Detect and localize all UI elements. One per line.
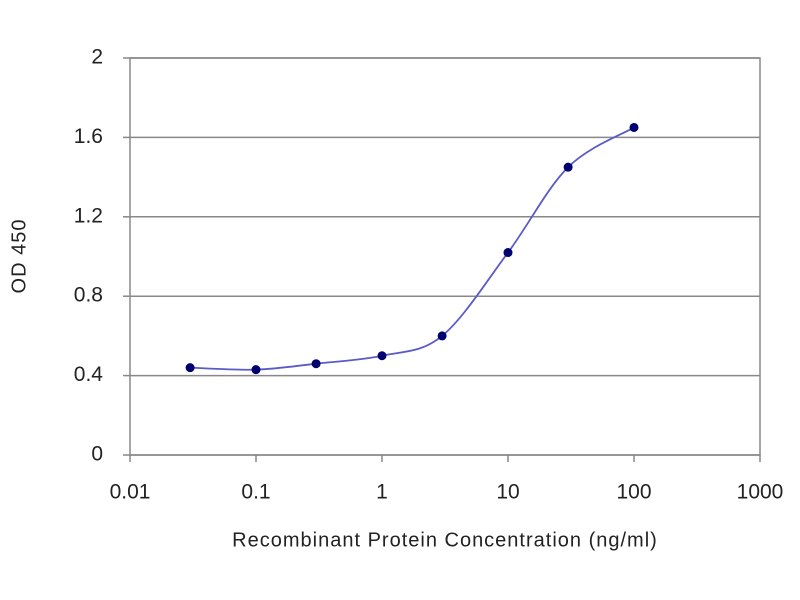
- plot-area: [129, 57, 761, 456]
- x-tick-label: 100: [616, 481, 651, 504]
- data-point: [503, 248, 513, 258]
- data-point: [437, 331, 447, 341]
- x-axis-title: Recombinant Protein Concentration (ng/ml…: [232, 529, 658, 551]
- y-tick-label: 0.8: [74, 284, 103, 307]
- x-tick-label: 0.01: [110, 481, 151, 504]
- y-tick-label: 2: [91, 46, 103, 69]
- data-point: [377, 351, 387, 361]
- y-axis-title: OD 450: [8, 219, 30, 294]
- data-point: [563, 162, 573, 172]
- x-tick-label: 0.1: [241, 481, 270, 504]
- data-point: [311, 359, 321, 369]
- y-tick-label: 1.2: [74, 204, 103, 227]
- data-point: [251, 365, 261, 375]
- x-tick-label: 1: [376, 481, 388, 504]
- series-line: [190, 126, 635, 371]
- x-tick-label: 1000: [737, 481, 784, 504]
- data-point: [185, 363, 195, 373]
- data-point: [629, 122, 639, 132]
- y-tick-label: 0.4: [74, 363, 104, 386]
- y-tick-label: 1.6: [74, 125, 103, 148]
- x-tick-label: 10: [496, 481, 519, 504]
- y-tick-label: 0: [91, 443, 103, 466]
